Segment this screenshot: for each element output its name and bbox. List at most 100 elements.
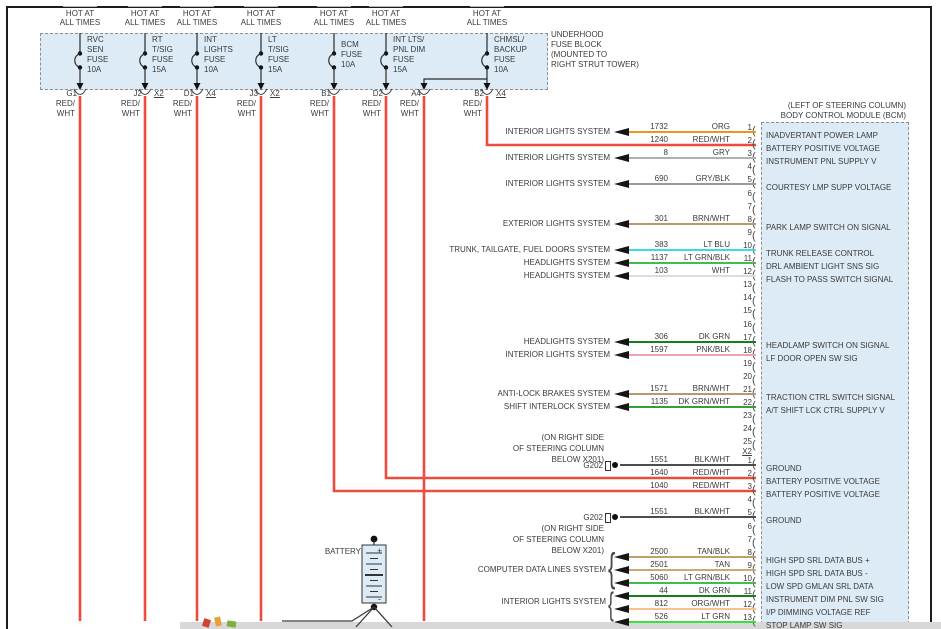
- fuse-label: RVC: [87, 35, 104, 44]
- fuse-block-note-line1: UNDERHOOD: [551, 30, 604, 39]
- wire-383: [629, 248, 756, 251]
- bcm-pin-number: 15: [743, 306, 752, 316]
- connector-socket-icon: [254, 88, 268, 95]
- wire-color-code: LT GRN: [701, 612, 730, 622]
- system-label: INTERIOR LIGHTS SYSTEM: [505, 127, 610, 136]
- underhood-fuse-block: [40, 33, 548, 90]
- bcm-pin-socket-icon: (: [752, 203, 756, 216]
- fuse-output-arrow: [382, 83, 390, 90]
- wire-1597: [629, 353, 756, 356]
- hot-at-all-times-label: HOT AT: [246, 9, 276, 18]
- wire-color-code: DK GRN/WHT: [678, 397, 730, 407]
- system-label: INTERIOR LIGHTS SYSTEM: [505, 153, 610, 163]
- ground-connector-icon: [605, 513, 611, 524]
- circuit-number: 8: [663, 148, 668, 158]
- bcm-pin-socket-icon: (: [752, 471, 756, 484]
- wire-color-code: DK GRN: [698, 586, 730, 595]
- wire-color-red-wht: WHT: [121, 109, 140, 118]
- brace-computer-data-lines: {: [608, 546, 616, 590]
- ground-note-a-line2: OF STEERING COLUMN: [512, 444, 604, 453]
- bcm-pin-number: 10: [743, 240, 752, 250]
- wire-color-red-wht: RED/: [120, 99, 140, 108]
- circuit-number: 526: [654, 612, 668, 622]
- fuse-label: 15A: [393, 65, 408, 74]
- bcm-pin-number: 13: [743, 613, 752, 623]
- bcm-pin-function: A/T SHIFT LCK CTRL SUPPLY V: [766, 406, 885, 416]
- circuit-number: 301: [654, 213, 668, 223]
- bcm-pin-socket-icon: (: [752, 439, 756, 452]
- fuse-label: PNL DIM: [393, 45, 426, 54]
- fuse-block-note-line4: RIGHT STRUT TOWER): [551, 60, 639, 69]
- signal-direction-arrow: [614, 552, 629, 561]
- ground-terminal-dot: [612, 462, 618, 468]
- bcm-pin-number: 22: [743, 398, 752, 408]
- bcm-pin-function: LF DOOR OPEN SW SIG: [766, 353, 858, 363]
- fuse-block-note-line3: (MOUNTED TO: [551, 50, 608, 59]
- bcm-pin-number: 11: [743, 254, 752, 263]
- bcm-pin-socket-icon: (: [752, 536, 756, 549]
- connector-socket-icon: [417, 88, 431, 95]
- fuse-block-note-line2: FUSE BLOCK: [551, 40, 602, 49]
- fuse-label: 10A: [204, 65, 219, 74]
- fuse-output-arrow: [257, 83, 265, 90]
- bcm-pin-number: 4: [747, 495, 752, 505]
- bcm-pin-function: BATTERY POSITIVE VOLTAGE: [766, 477, 880, 487]
- bcm-module-box: [761, 122, 909, 629]
- fuse-pin-id: G1: [66, 89, 77, 98]
- circuit-number: 1040: [650, 481, 668, 491]
- bcm-pin-function: STOP LAMP SW SIG: [766, 621, 843, 629]
- bcm-pin-function: I/P DIMMING VOLTAGE REF: [766, 608, 871, 618]
- signal-direction-arrow: [614, 390, 629, 398]
- bcm-pin-number: 1: [747, 123, 752, 132]
- fuse-pin-connector-id: X4: [206, 89, 216, 98]
- wire-color-red-wht: RED/: [172, 99, 192, 108]
- fuse-output-arrow: [420, 83, 428, 90]
- connector-socket-icon: [379, 88, 393, 95]
- fuse-label: RT: [152, 35, 163, 44]
- fuse-output-arrow: [330, 83, 338, 90]
- bcm-pin-socket-icon: (: [752, 426, 756, 439]
- fuse-label: CHMSL/: [494, 35, 525, 44]
- hot-at-all-times-label: HOT AT: [472, 9, 502, 18]
- fuse-label: T/SIG: [152, 45, 173, 54]
- ground-note-a-line1: (ON RIGHT SIDE: [541, 433, 604, 442]
- bcm-pin-number: 5: [747, 508, 752, 518]
- signal-direction-arrow: [614, 154, 629, 163]
- wire-color-code: GRY: [712, 148, 730, 158]
- signal-direction-arrow: [614, 592, 629, 600]
- bcm-pin-number: 6: [747, 521, 752, 531]
- system-label: ANTI-LOCK BRAKES SYSTEM: [497, 389, 610, 398]
- signal-direction-arrow: [614, 605, 629, 614]
- bcm-pin-function: BATTERY POSITIVE VOLTAGE: [766, 490, 880, 500]
- system-label: HEADLIGHTS SYSTEM: [523, 336, 610, 346]
- wire-103: [629, 275, 756, 278]
- connector-socket-icon: [327, 88, 341, 95]
- fuse-output-arrow: [483, 83, 491, 90]
- wire-color-red-wht: RED/: [361, 99, 381, 108]
- bcm-pin-function: FLASH TO PASS SWITCH SIGNAL: [766, 275, 894, 285]
- page-border: [6, 6, 932, 629]
- bcm-pin-number: 25: [743, 437, 752, 447]
- circuit-number: 1135: [650, 397, 668, 407]
- wire-2501: [629, 568, 756, 571]
- wire-color-code: BLK/WHT: [694, 455, 730, 464]
- bcm-pin-number: 2: [747, 469, 752, 479]
- bcm-pin-socket-icon: (: [752, 308, 756, 321]
- fuse-output-arrow: [193, 83, 201, 90]
- system-label: SHIFT INTERLOCK SYSTEM: [503, 402, 610, 412]
- wire-301: [629, 222, 756, 225]
- fuse-pin-connector-id: X2: [270, 89, 280, 98]
- ground-note-b-line3: BELOW X201): [551, 546, 604, 555]
- circuit-number: 1597: [650, 344, 668, 354]
- wire-color-red-wht: WHT: [237, 109, 256, 118]
- wire-color-code: RED/WHT: [692, 135, 730, 145]
- wire-2500: [629, 555, 756, 558]
- bcm-pin-number: 7: [747, 201, 752, 211]
- bcm-pin-socket-icon: (: [752, 282, 756, 295]
- circuit-number: 2500: [650, 546, 668, 556]
- hot-at-all-times-label: ALL TIMES: [59, 18, 101, 27]
- wire-690: [629, 183, 756, 186]
- bcm-pin-number: 10: [743, 573, 752, 583]
- bcm-pin-function: INSTRUMENT PNL SUPPLY V: [766, 157, 877, 167]
- battery-ground-fork-right: [373, 606, 393, 628]
